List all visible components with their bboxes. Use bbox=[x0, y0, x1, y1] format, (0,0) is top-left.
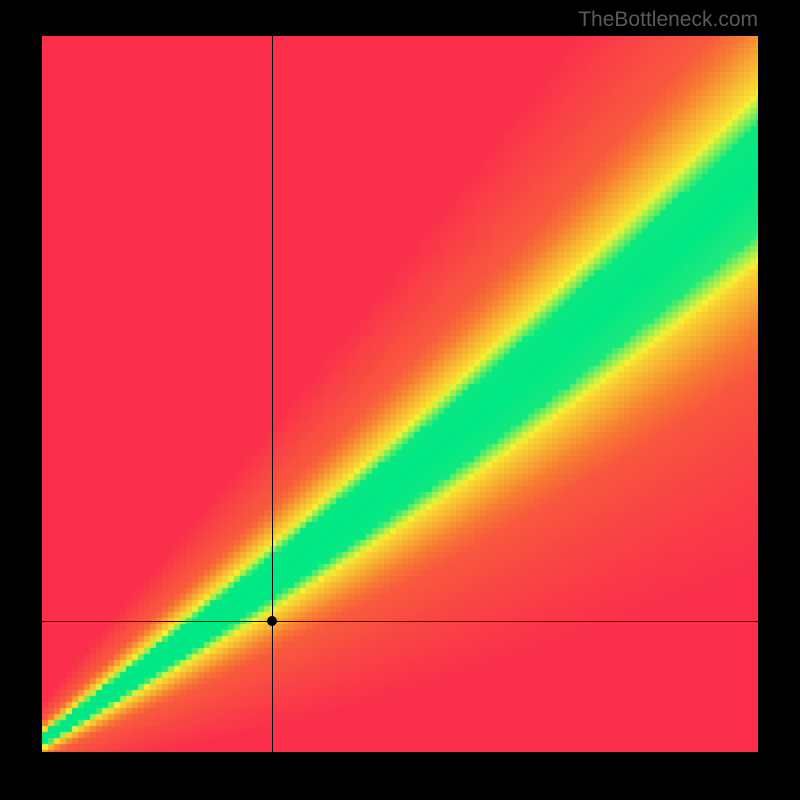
crosshair-horizontal bbox=[42, 621, 758, 622]
crosshair-vertical bbox=[272, 36, 273, 752]
crosshair-marker bbox=[267, 616, 277, 626]
watermark-text: TheBottleneck.com bbox=[578, 8, 758, 32]
heatmap-plot bbox=[42, 36, 758, 752]
heatmap-canvas bbox=[42, 36, 758, 752]
